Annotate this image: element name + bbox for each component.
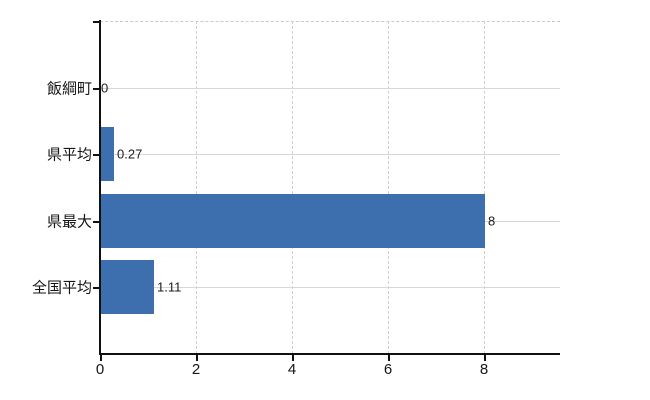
v-gridline — [484, 21, 486, 354]
h-gridline — [100, 287, 560, 288]
x-tick — [388, 355, 390, 361]
v-gridline — [292, 21, 294, 354]
y-tick — [93, 88, 100, 90]
bar — [101, 127, 114, 181]
value-label: 1.11 — [157, 279, 182, 295]
v-gridline — [196, 21, 198, 354]
x-tick — [100, 355, 102, 361]
x-tick-label: 4 — [287, 361, 297, 378]
value-label: 0 — [101, 80, 109, 96]
x-axis-line — [99, 353, 560, 355]
plot-top-border — [100, 21, 560, 22]
x-tick-label: 8 — [479, 361, 489, 378]
x-tick — [484, 355, 486, 361]
category-label: 飯綱町 — [46, 80, 92, 98]
h-gridline — [100, 154, 560, 155]
bar — [101, 194, 485, 248]
y-axis-line — [99, 20, 101, 355]
x-tick-label: 0 — [95, 361, 105, 378]
y-tick — [93, 221, 100, 223]
y-tick — [93, 287, 100, 289]
category-label: 全国平均 — [31, 279, 92, 297]
h-gridline — [100, 88, 560, 89]
value-label: 0.27 — [117, 146, 143, 162]
bar — [101, 260, 154, 314]
category-label: 県最大 — [46, 213, 92, 231]
v-gridline — [388, 21, 390, 354]
x-tick — [292, 355, 294, 361]
category-label: 県平均 — [46, 146, 92, 164]
value-label: 8 — [488, 213, 496, 229]
y-tick — [93, 154, 100, 156]
x-tick-label: 2 — [191, 361, 201, 378]
y-tick — [93, 21, 100, 23]
x-tick — [196, 355, 198, 361]
x-tick-label: 6 — [383, 361, 393, 378]
